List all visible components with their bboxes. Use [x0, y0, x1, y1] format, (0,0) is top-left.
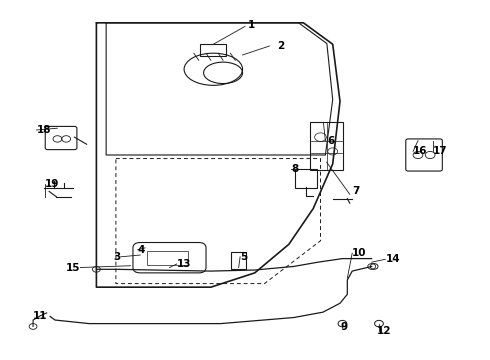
Text: 1: 1	[247, 19, 255, 30]
Text: 7: 7	[352, 186, 360, 197]
Text: 12: 12	[376, 326, 391, 336]
Text: 18: 18	[36, 125, 51, 135]
Text: 3: 3	[114, 252, 121, 262]
Text: 5: 5	[240, 252, 247, 262]
Text: 10: 10	[352, 248, 367, 258]
Text: 17: 17	[433, 147, 447, 157]
Text: 2: 2	[277, 41, 284, 51]
Text: 15: 15	[66, 262, 80, 273]
Text: 19: 19	[45, 179, 60, 189]
Text: 9: 9	[340, 322, 347, 332]
Text: 11: 11	[33, 311, 48, 321]
Text: 14: 14	[386, 254, 401, 264]
Text: 4: 4	[138, 245, 145, 255]
Text: 16: 16	[413, 147, 428, 157]
Text: 8: 8	[291, 164, 298, 174]
Text: 13: 13	[177, 259, 191, 269]
Text: 6: 6	[328, 136, 335, 146]
